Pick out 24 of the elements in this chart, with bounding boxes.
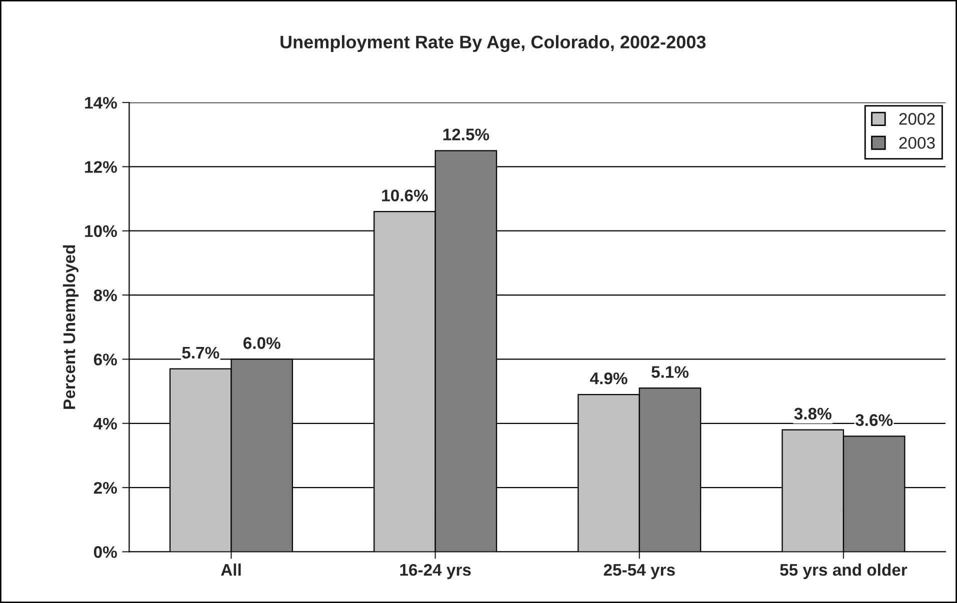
x-tick-label: All [221,564,241,576]
y-tick-label: 2% [94,482,117,494]
chart-title: Unemployment Rate By Age, Colorado, 2002-2003 [280,35,706,52]
data-label: 3.6% [855,414,893,426]
data-label: 5.7% [182,346,220,359]
legend-label: 2002 [899,113,935,125]
y-tick-label: 6% [94,354,117,366]
y-tick-label: 12% [85,161,117,173]
y-tick-label: 8% [94,289,117,302]
data-label: 4.9% [590,372,628,384]
data-label: 3.8% [794,408,832,420]
y-axis-title: Percent Unemployed [62,245,78,409]
x-tick-label: 55 yrs and older [780,564,908,580]
data-label: 5.1% [652,366,689,378]
y-tick-label: 4% [94,418,117,430]
x-tick-label: 16-24 yrs [400,564,471,580]
y-tick-label: 0% [94,546,117,558]
data-label: 12.5% [443,128,490,140]
x-tick-label: 25-54 yrs [604,564,675,580]
data-label: 6.0% [243,337,280,349]
data-label: 10.6% [382,190,428,202]
legend-label: 2003 [899,136,935,149]
y-tick-label: 10% [85,225,117,238]
y-tick-label: 14% [85,96,117,109]
